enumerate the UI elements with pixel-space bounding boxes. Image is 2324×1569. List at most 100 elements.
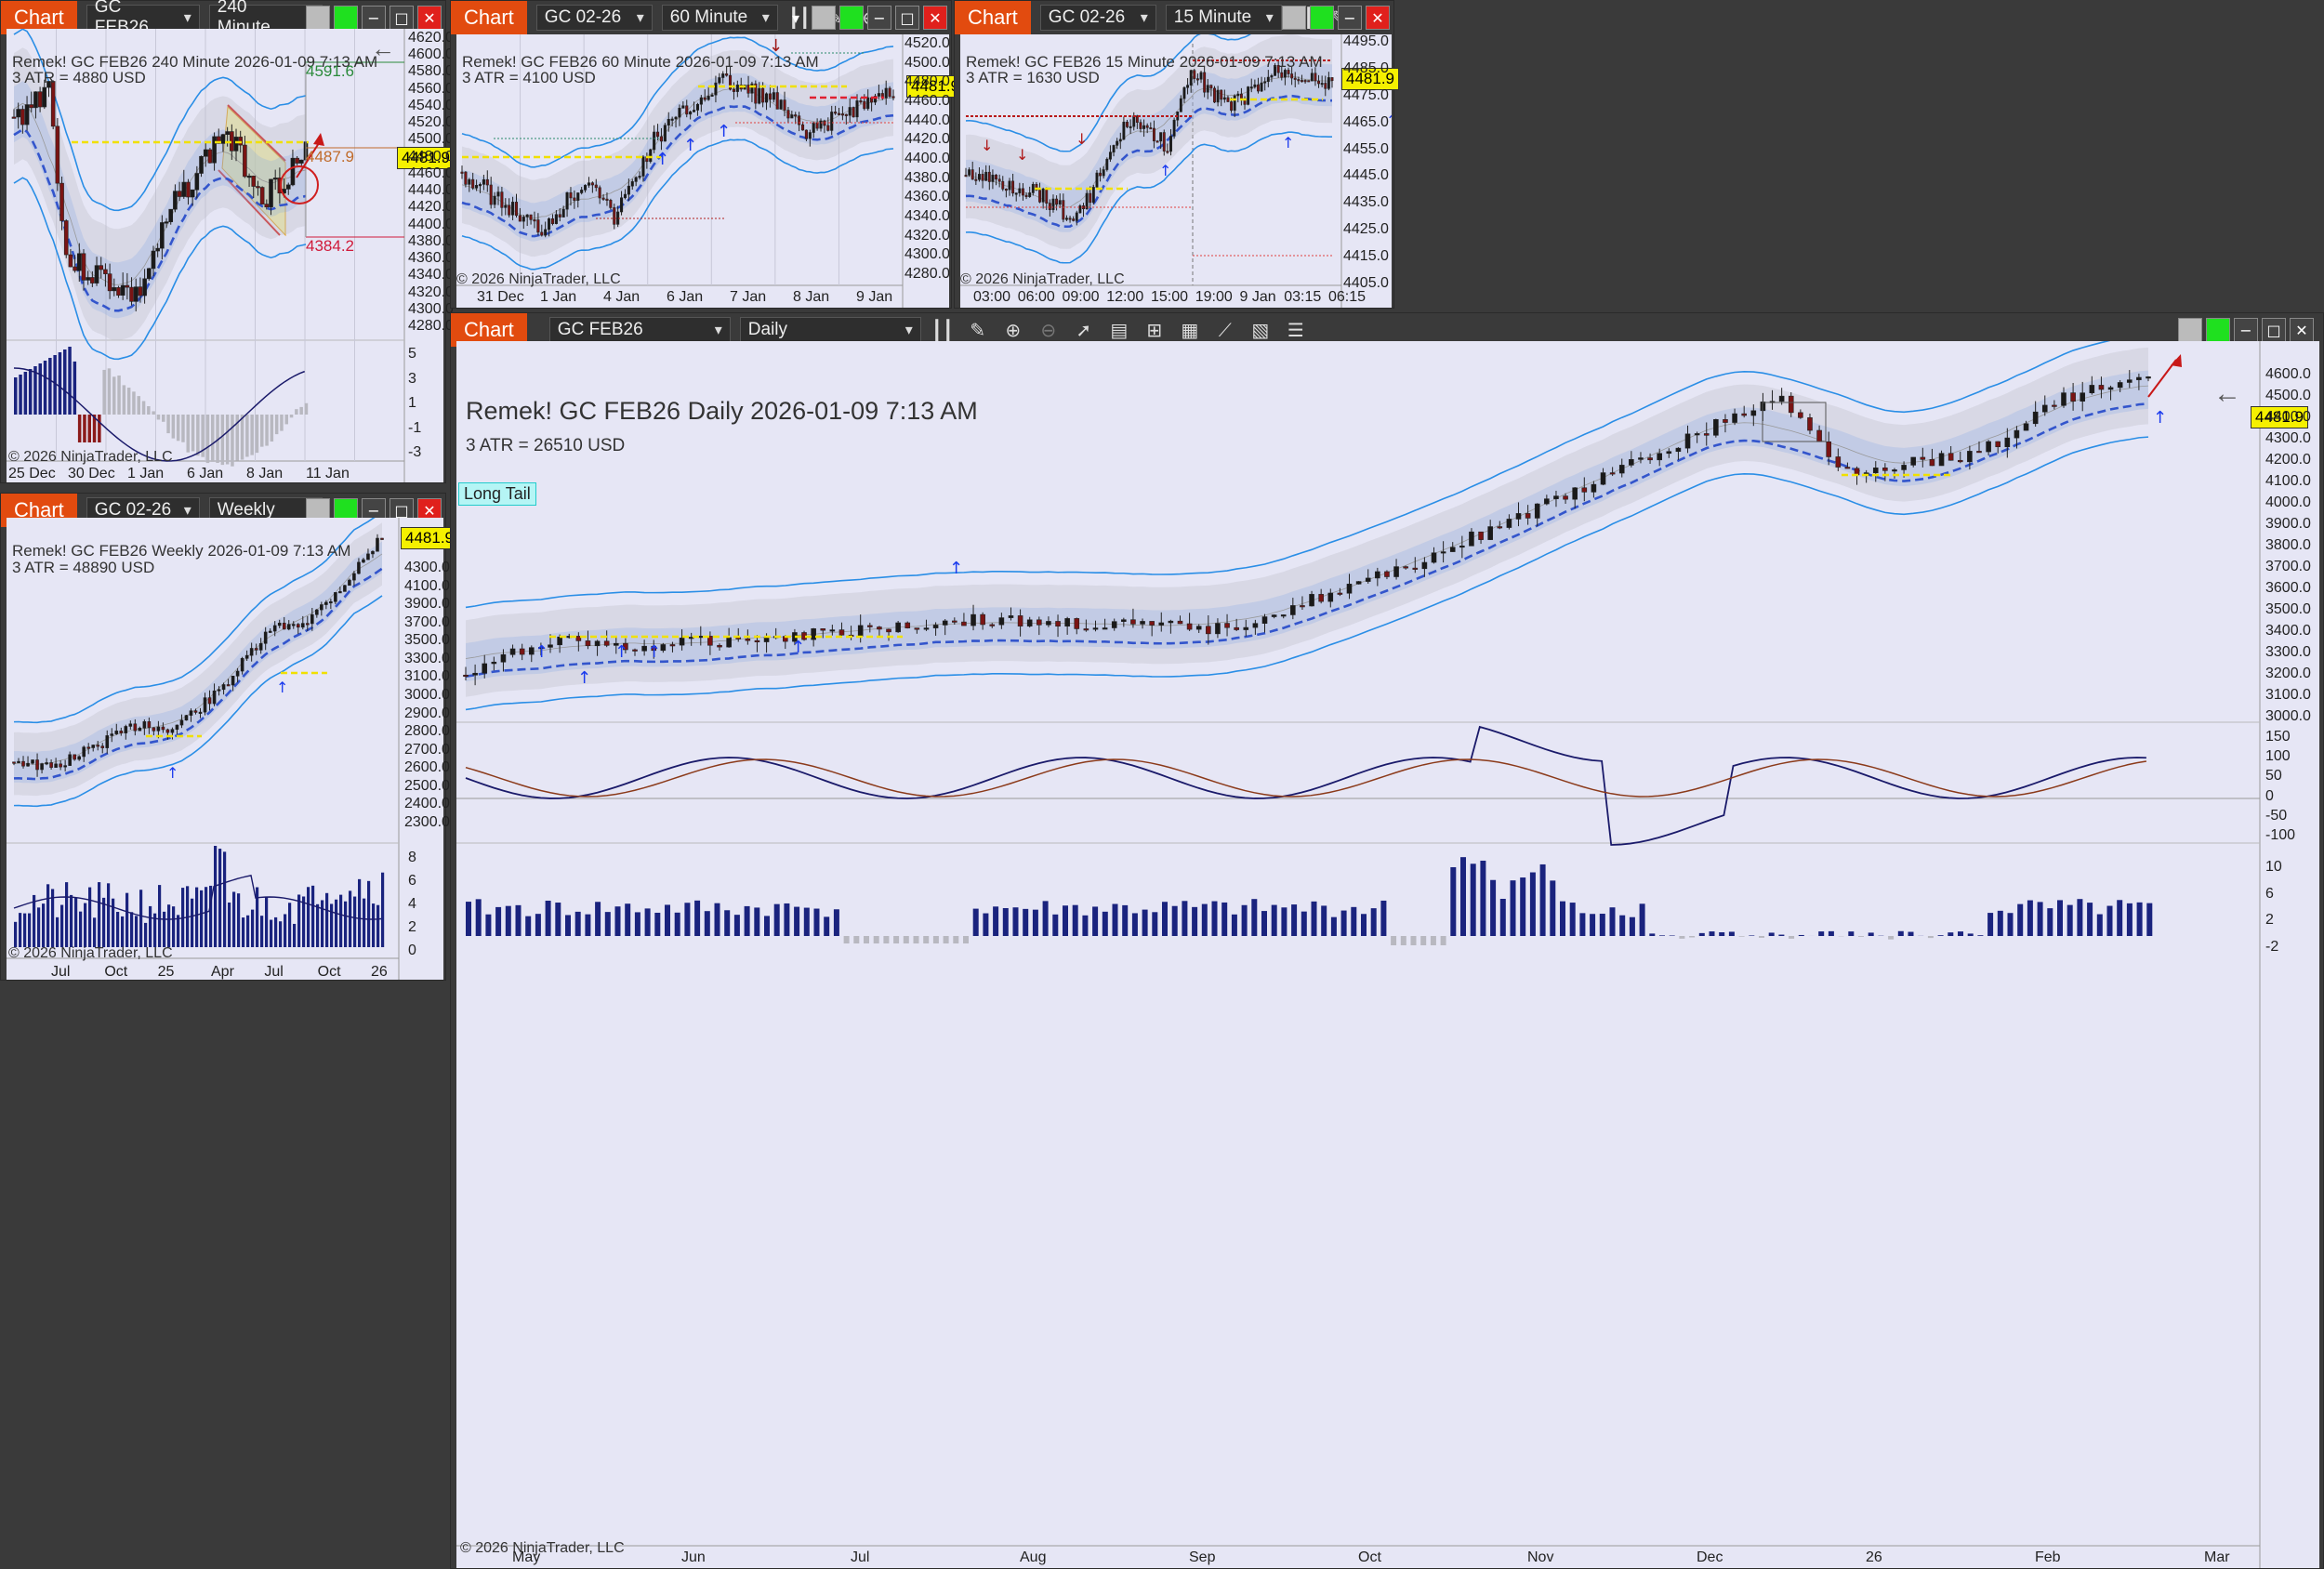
bar-style-icon[interactable]: ┃┃	[787, 7, 811, 29]
zoom-in-icon[interactable]: ⊕	[1005, 319, 1022, 341]
link-gray-button[interactable]	[1282, 6, 1306, 30]
candle-body	[268, 630, 272, 633]
minimize-button[interactable]: −	[362, 6, 386, 30]
candle-body	[632, 649, 638, 652]
candle-body	[1694, 433, 1700, 436]
candle-body	[1929, 459, 1935, 467]
signal-arrow-up: ↑	[791, 638, 805, 657]
candle-body	[964, 175, 968, 178]
candle-body	[1421, 561, 1428, 570]
minimize-button[interactable]: −	[1338, 6, 1362, 30]
last-price-tag: 4481.9	[397, 147, 455, 169]
chart-tab[interactable]: Chart	[451, 1, 527, 34]
close-button[interactable]: ✕	[1366, 6, 1390, 30]
price-chart-svg[interactable]: ↑↑	[7, 518, 443, 980]
axis-tick-label: 3900.0	[404, 596, 450, 613]
candle-body	[1008, 615, 1014, 618]
chart-panel[interactable]: ↓ ↓ ↓ ↑ ↑ ↑ Remek! GC FEB26 15 Minute 2026-01…	[960, 33, 1399, 308]
upper-band-line	[461, 36, 894, 168]
data-box-icon[interactable]: ▤	[1110, 319, 1129, 341]
axis-tick-label: 50	[2265, 768, 2282, 784]
candle-body	[251, 176, 257, 187]
candle-body	[952, 620, 957, 623]
candle-body	[1199, 72, 1203, 80]
candle-body	[1021, 188, 1024, 196]
candle-body	[112, 287, 117, 292]
chart-panel[interactable]: Remek! GC FEB26 240 Minute 2026-01-09 7:…	[7, 29, 455, 482]
chart-tab[interactable]: Chart	[955, 1, 1031, 34]
templates-icon[interactable]: ▧	[1251, 319, 1270, 341]
candle-body	[1209, 85, 1213, 89]
interval-select[interactable]: Daily ▾	[739, 317, 921, 343]
chart-panel[interactable]: ↑ ↑ Remek! GC FEB26 Weekly 2026-01-09 7:1…	[7, 518, 458, 980]
maximize-button[interactable]: □	[895, 6, 919, 30]
close-button[interactable]: ✕	[2290, 318, 2314, 342]
interval-select[interactable]: 60 Minute ▾	[661, 5, 778, 31]
axis-tick-label: 4520.0	[905, 35, 950, 51]
candle-body	[1684, 433, 1691, 449]
candle-body	[511, 202, 515, 216]
histogram-bar	[14, 377, 18, 415]
candle-body	[1274, 65, 1277, 76]
drawing-tool-icon[interactable]: ✎	[970, 319, 986, 341]
candle-body	[1327, 77, 1330, 89]
strategies-icon[interactable]: ⟋	[1218, 319, 1232, 341]
maximize-button[interactable]: □	[2262, 318, 2286, 342]
axis-tick-label: 06:15	[1328, 289, 1367, 305]
candle-body	[681, 105, 685, 109]
interval-select[interactable]: 15 Minute ▾	[1165, 5, 1282, 31]
list-icon[interactable]: ☰	[1287, 319, 1304, 341]
link-green-button[interactable]	[334, 6, 358, 30]
back-arrow-icon[interactable]: ←	[2213, 378, 2241, 409]
maximize-button[interactable]: □	[390, 6, 414, 30]
close-button[interactable]: ✕	[417, 6, 442, 30]
indicators-icon[interactable]: ▦	[1181, 319, 1199, 341]
link-gray-button[interactable]	[812, 6, 836, 30]
volume-bar	[358, 878, 362, 947]
volume-bar	[205, 887, 208, 947]
axis-tick-label: 3100.0	[404, 668, 450, 685]
minimize-button[interactable]: −	[2234, 318, 2258, 342]
instrument-select[interactable]: GC FEB26 ▾	[86, 0, 200, 37]
projection-arrowhead	[2171, 354, 2182, 367]
candle-body	[291, 624, 296, 626]
link-gray-button[interactable]	[306, 6, 330, 30]
back-arrow-icon[interactable]: ←	[371, 34, 395, 62]
volume-bar	[803, 907, 810, 936]
link-green-button[interactable]	[2206, 318, 2230, 342]
price-chart-svg[interactable]: ↑ ↑ ↑ ↓	[456, 34, 949, 308]
volume-bar	[1321, 905, 1327, 936]
long-tail-badge[interactable]: Long Tail	[458, 482, 536, 506]
price-chart-svg[interactable]: ↑ ↑ ↑ ↑ ↑ ↑ ↑	[456, 341, 2319, 1568]
candle-body	[99, 265, 104, 270]
candle-body	[315, 609, 319, 615]
candle-body	[142, 278, 147, 297]
candle-body	[272, 178, 278, 180]
price-chart-svg[interactable]	[7, 29, 443, 482]
instrument-select[interactable]: GC FEB26 ▾	[548, 317, 731, 343]
candle-body	[119, 731, 124, 733]
link-gray-button[interactable]	[2178, 318, 2202, 342]
bar-style-icon[interactable]: ┃┃	[931, 319, 954, 341]
minimize-button[interactable]: −	[867, 6, 891, 30]
pointer-icon[interactable]: ➚	[1076, 319, 1092, 341]
properties-icon[interactable]: ⊞	[1146, 319, 1163, 341]
candle-body	[1105, 158, 1109, 170]
axis-tick-label: 4520.0	[408, 114, 454, 131]
chart-panel[interactable]: ↑ ↑ ↑ ↓ Remek! GC FEB26 60 Minute 2026-01-0…	[456, 34, 964, 308]
link-green-button[interactable]	[1310, 6, 1334, 30]
axis-tick-label: 25 Dec	[8, 466, 56, 481]
price-chart-svg[interactable]: ↓ ↓ ↓ ↑ ↑ ↑	[960, 34, 1392, 308]
chart-window-15min: Chart GC 02-26▾ 15 Minute▾ ┃┃ ✎ − ✕ ↓↓↓↑…	[954, 0, 1399, 309]
instrument-select[interactable]: GC 02-26 ▾	[1039, 5, 1156, 31]
zoom-out-icon[interactable]: ⊖	[1040, 319, 1057, 341]
chart-panel[interactable]: ↑ ↑ ↑ ↑ ↑ ↑ ↑ Remek! GC FEB26 Daily 2026-01-09…	[456, 341, 2319, 1568]
candle-body	[699, 97, 703, 105]
volume-bar	[574, 911, 581, 936]
instrument-select[interactable]: GC 02-26 ▾	[535, 5, 653, 31]
dropdown-arrow-icon[interactable]: ▾	[791, 8, 800, 27]
close-button[interactable]: ✕	[923, 6, 947, 30]
volume-bar	[733, 915, 740, 936]
volume-bar	[158, 885, 162, 947]
link-green-button[interactable]	[839, 6, 864, 30]
